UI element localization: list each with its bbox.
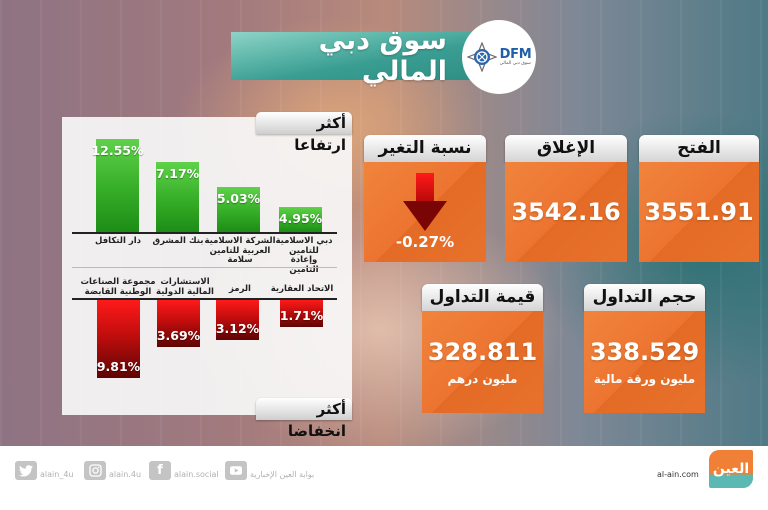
title-banner: سوق دبي المالي (231, 25, 481, 87)
gainer-bar: 7.17% (156, 162, 199, 232)
gainer-bar: 4.95% (279, 207, 322, 232)
instagram-handle: alain.4u (109, 470, 142, 479)
top-gainers-label: أكثر ارتفاعا (256, 112, 352, 154)
dfm-emblem-icon (466, 42, 497, 72)
loser-name: مجموعة الصناعات الوطنية القابضة (80, 277, 156, 297)
loser-name: الرمز (229, 284, 251, 294)
gainer-bar: 5.03% (217, 187, 260, 232)
loser-value: 3.12% (215, 321, 260, 336)
logo-abbreviation: DFM (499, 46, 532, 62)
alain-logo: العين (709, 450, 753, 488)
footer: alain_4u alain.4u f alain.social بوابة ا… (0, 446, 768, 510)
arrow-down-icon (403, 173, 447, 231)
instagram-icon (84, 461, 106, 480)
loser-bar: 3.12% (216, 300, 259, 340)
youtube-link[interactable]: بوابة العين الإخبارية (225, 461, 314, 480)
youtube-icon (225, 461, 247, 480)
gainer-value: 12.55% (91, 143, 144, 158)
change-card: نسبة التغير -0.27% (364, 135, 486, 262)
facebook-link[interactable]: f alain.social (149, 461, 219, 480)
youtube-channel: بوابة العين الإخبارية (250, 470, 315, 479)
gainer-value: 4.95% (278, 211, 323, 226)
turnover-card: قيمة التداول 328.811 مليون درهم (422, 284, 543, 413)
close-label: الإغلاق (505, 135, 627, 162)
gainers-axis (72, 232, 337, 234)
loser-name: الاستشارات المالية الدولية (156, 277, 214, 297)
loser-bar: 1.71% (280, 300, 323, 327)
instagram-link[interactable]: alain.4u (84, 461, 141, 480)
losers-axis (72, 298, 337, 300)
facebook-handle: alain.social (174, 470, 219, 479)
volume-value: 338.529 (589, 338, 700, 366)
section-divider (72, 267, 337, 268)
volume-unit: مليون ورقة مالية (593, 372, 696, 386)
site-url[interactable]: al-ain.com (657, 470, 699, 479)
loser-bar: 3.69% (157, 300, 200, 347)
page-title: سوق دبي المالي (318, 25, 447, 87)
gainer-name: الشركة الاسلامية العربية للتامين سلامة (204, 236, 276, 265)
turnover-label: قيمة التداول (422, 284, 543, 311)
loser-name: الاتحاد العقارية (270, 284, 334, 294)
loser-bar: 9.81% (97, 300, 140, 378)
volume-label: حجم التداول (584, 284, 705, 311)
gainer-bar: 12.55% (91, 139, 144, 232)
turnover-unit: مليون درهم (447, 372, 518, 386)
facebook-icon: f (149, 461, 171, 480)
change-label: نسبة التغير (364, 135, 486, 162)
close-card: الإغلاق 3542.16 (505, 135, 627, 262)
turnover-value: 328.811 (427, 338, 538, 366)
logo-subtitle: سوق دبي المالي (499, 60, 531, 66)
gainer-value: 7.17% (155, 166, 200, 181)
loser-value: 3.69% (156, 328, 201, 343)
open-card: الفتح 3551.91 (639, 135, 759, 262)
twitter-icon (15, 461, 37, 480)
gainer-name: بنك المشرق (152, 236, 204, 246)
open-value: 3551.91 (644, 198, 754, 226)
twitter-handle: alain_4u (40, 470, 74, 479)
dfm-logo: DFM سوق دبي المالي (462, 20, 536, 94)
volume-card: حجم التداول 338.529 مليون ورقة مالية (584, 284, 705, 413)
gainer-name: دار التكافل (95, 236, 141, 246)
top-losers-label: أكثر انخفاضا (256, 398, 352, 440)
gainer-name: دبي الاسلامية للتامين وإعادة التامين (275, 236, 333, 275)
close-value: 3542.16 (511, 198, 621, 226)
loser-value: 9.81% (96, 359, 141, 374)
change-value: -0.27% (395, 233, 455, 251)
twitter-link[interactable]: alain_4u (15, 461, 73, 480)
gainer-value: 5.03% (216, 191, 261, 206)
loser-value: 1.71% (279, 308, 324, 323)
open-label: الفتح (639, 135, 759, 162)
